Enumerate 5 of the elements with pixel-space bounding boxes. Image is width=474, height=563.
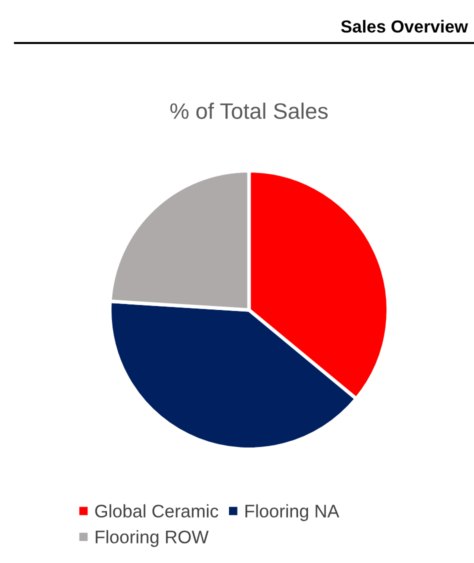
- chart-subtitle: % of Total Sales: [170, 102, 328, 119]
- legend-label: Global Ceramic: [95, 504, 218, 518]
- legend-label: Flooring ROW: [96, 530, 209, 547]
- legend-label: Flooring NA: [245, 504, 340, 522]
- chart-title: Sales Overview: [341, 20, 468, 33]
